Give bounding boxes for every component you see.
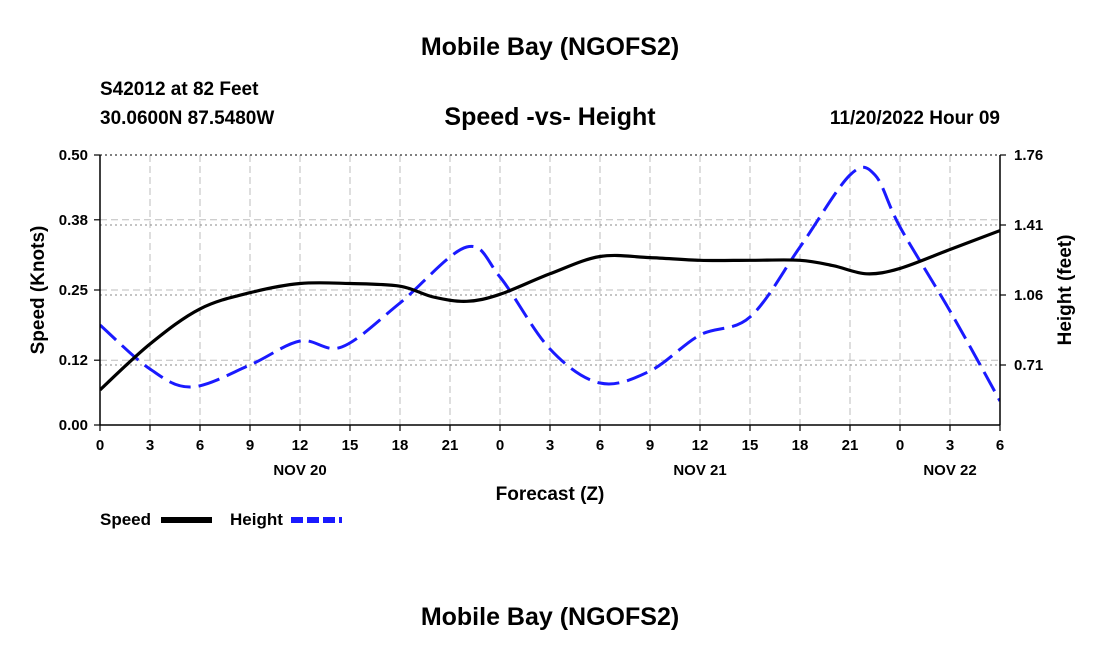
- x-tick-label: 6: [996, 437, 1004, 454]
- x-date-label: NOV 21: [673, 462, 726, 479]
- x-tick-label: 15: [742, 437, 759, 454]
- x-tick-label: 9: [246, 437, 254, 454]
- station-label: S42012 at 82 Feet: [100, 79, 259, 100]
- x-tick-label: 0: [896, 437, 904, 454]
- page-title: Mobile Bay (NGOFS2): [421, 33, 679, 61]
- x-tick-label: 3: [146, 437, 154, 454]
- y2-tick-label: 1.41: [1014, 217, 1043, 234]
- grid-lines: [100, 155, 1000, 425]
- x-tick-label: 21: [442, 437, 459, 454]
- x-axis-label: Forecast (Z): [496, 484, 605, 505]
- x-tick-label: 0: [496, 437, 504, 454]
- legend-height-label: Height: [230, 510, 283, 529]
- data-series: [100, 165, 1000, 402]
- tick-labels: 0 3 6 9 12 15 18 21 0 3 6 9 12 15 18 21 0 3 6 NOV 20 NOV 21 N…: [59, 147, 1043, 479]
- timestamp-label: 11/20/2022 Hour 09: [830, 108, 1000, 129]
- x-tick-label: 21: [842, 437, 859, 454]
- y2-axis-label: Height (feet): [1055, 235, 1076, 346]
- x-date-label: NOV 20: [273, 462, 326, 479]
- x-tick-label: 0: [96, 437, 104, 454]
- chart-title: Speed -vs- Height: [444, 103, 656, 131]
- y-tick-label: 0.50: [59, 147, 88, 164]
- x-tick-label: 6: [596, 437, 604, 454]
- speed-series-line: [100, 229, 1000, 392]
- y-tick-label: 0.38: [59, 212, 88, 229]
- y-axis-label: Speed (Knots): [28, 226, 49, 355]
- footer-title: Mobile Bay (NGOFS2): [421, 603, 679, 631]
- y-tick-label: 0.00: [59, 417, 88, 434]
- x-tick-label: 12: [292, 437, 309, 454]
- height-series-line: [100, 165, 1000, 402]
- x-tick-label: 12: [692, 437, 709, 454]
- x-tick-label: 3: [546, 437, 554, 454]
- x-date-label: NOV 22: [923, 462, 976, 479]
- x-tick-label: 15: [342, 437, 359, 454]
- y2-tick-label: 1.06: [1014, 287, 1043, 304]
- x-tick-label: 18: [392, 437, 409, 454]
- x-tick-label: 3: [946, 437, 954, 454]
- x-tick-label: 6: [196, 437, 204, 454]
- coordinates-label: 30.0600N 87.5480W: [100, 108, 274, 129]
- y-tick-label: 0.12: [59, 352, 88, 369]
- y2-tick-label: 0.71: [1014, 357, 1043, 374]
- legend: Speed Height: [100, 510, 342, 529]
- y-tick-label: 0.25: [59, 282, 88, 299]
- axes: [94, 154, 1006, 431]
- x-tick-label: 18: [792, 437, 809, 454]
- y2-tick-label: 1.76: [1014, 147, 1043, 164]
- x-tick-label: 9: [646, 437, 654, 454]
- legend-speed-label: Speed: [100, 510, 151, 529]
